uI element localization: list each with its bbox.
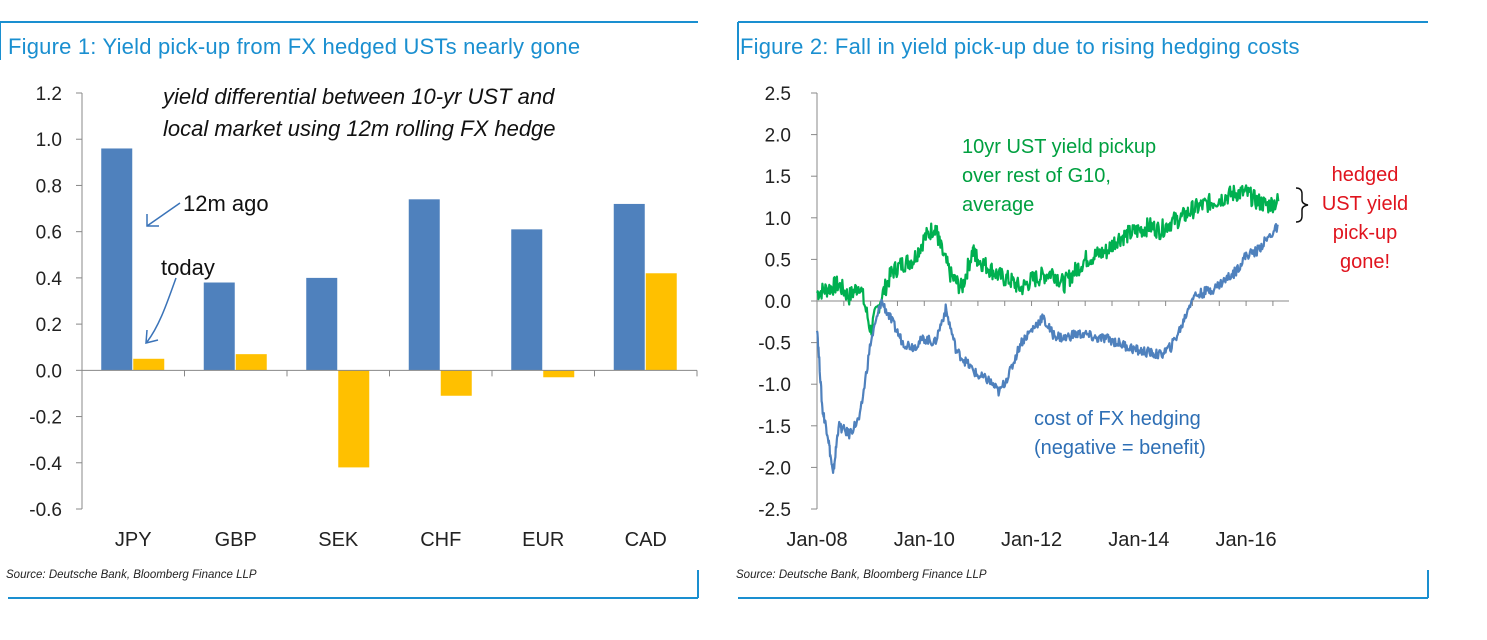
x-tick-label: SEK (318, 529, 359, 551)
annotation-line: yield differential between 10-yr UST and (161, 84, 555, 109)
bar-today-CAD (645, 273, 677, 371)
y-tick-label: 0.2 (36, 315, 62, 336)
bar-today-CHF (440, 370, 472, 396)
series-line-fx-hedging-cost (815, 223, 1279, 474)
y-tick-label: 1.0 (36, 130, 62, 151)
y-tick-label: 0.4 (36, 269, 63, 290)
x-tick-label: Jan-10 (894, 529, 955, 551)
y-tick-label: -2.5 (758, 500, 791, 521)
bar-today-SEK (338, 370, 370, 468)
bar-today-EUR (543, 370, 575, 378)
bar-12m-ago-CAD (613, 203, 645, 371)
figure-1-source: Source: Deutsche Bank, Bloomberg Finance… (6, 569, 257, 581)
y-tick-label: -0.5 (758, 334, 791, 355)
y-tick-label: 1.5 (765, 167, 791, 188)
y-tick-label: -1.0 (758, 375, 791, 396)
annotation-hedged-gone: hedged (1332, 164, 1399, 186)
figure-1-panel: Figure 1: Yield pick-up from FX hedged U… (0, 0, 705, 610)
series-line-ust-yield-pickup (816, 184, 1280, 336)
label-today: today (161, 255, 215, 280)
y-tick-label: 1.2 (36, 84, 62, 105)
y-tick-label: -2.0 (758, 458, 791, 479)
x-tick-label: EUR (522, 529, 564, 551)
x-tick-label: CAD (625, 529, 667, 551)
y-tick-label: 1.0 (765, 209, 791, 230)
series-label-ust-yield-pickup: over rest of G10, (962, 165, 1111, 187)
bar-12m-ago-EUR (511, 229, 543, 371)
y-tick-label: -0.6 (29, 500, 62, 521)
annotation-hedged-gone: pick-up (1333, 222, 1397, 244)
figure-2-line-chart: 2.5 2.0 1.5 1.0 0.5 0.0 -0.5 -1.0 -1.5 -2.0 -2.5 Ja… (758, 84, 1408, 551)
y-tick-label: 2.0 (765, 126, 791, 147)
y-tick-label: 0.6 (36, 223, 62, 244)
bar-today-GBP (235, 354, 267, 371)
x-tick-label: Jan-12 (1001, 529, 1062, 551)
annotation-line: local market using 12m rolling FX hedge (163, 116, 556, 141)
bar-12m-ago-GBP (203, 282, 235, 371)
y-tick-label: 0.8 (36, 176, 62, 197)
y-tick-label: -0.4 (29, 454, 62, 475)
x-tick-label: GBP (215, 529, 257, 551)
x-tick-label: JPY (115, 529, 152, 551)
y-tick-label: -0.2 (29, 408, 62, 429)
bar-today-JPY (133, 358, 165, 371)
x-tick-label: Jan-14 (1108, 529, 1169, 551)
arrowhead-12m-ago (146, 214, 159, 227)
figure-1-bar-chart: 1.2 1.0 0.8 0.6 0.4 0.2 0.0 -0.2 -0.4 -0.6 JPY GBP S… (29, 84, 698, 551)
arrow-12m-ago (146, 202, 181, 227)
bar-12m-ago-JPY (101, 148, 133, 371)
figure-2-panel: Figure 2: Fall in yield pick-up due to r… (730, 0, 1450, 610)
y-tick-label: 0.0 (765, 292, 791, 313)
y-tick-label: 2.5 (765, 84, 791, 105)
figure-1-frame (0, 21, 699, 599)
arrow-today (146, 277, 177, 343)
series-label-ust-yield-pickup: 10yr UST yield pickup (962, 136, 1156, 158)
brace-bracket (1295, 187, 1309, 223)
y-tick-label: 0.5 (765, 250, 791, 271)
figure-2-source: Source: Deutsche Bank, Bloomberg Finance… (736, 569, 987, 581)
series-label-ust-yield-pickup: average (962, 194, 1034, 216)
series-label-fx-hedging-cost: cost of FX hedging (1034, 408, 1201, 430)
annotation-hedged-gone: UST yield (1322, 193, 1408, 215)
bar-12m-ago-CHF (408, 199, 440, 371)
x-tick-label: CHF (420, 529, 461, 551)
y-tick-label: 0.0 (36, 361, 62, 382)
x-tick-label: Jan-08 (786, 529, 847, 551)
annotation-hedged-gone: gone! (1340, 251, 1390, 273)
arrowhead-today (145, 329, 159, 344)
bar-12m-ago-SEK (306, 277, 338, 371)
series-label-fx-hedging-cost: (negative = benefit) (1034, 437, 1206, 459)
x-tick-label: Jan-16 (1216, 529, 1277, 551)
figure-2-title: Figure 2: Fall in yield pick-up due to r… (740, 34, 1300, 59)
y-tick-label: -1.5 (758, 417, 791, 438)
label-12m-ago: 12m ago (183, 191, 269, 216)
figure-2-frame (737, 21, 1429, 599)
figure-1-title: Figure 1: Yield pick-up from FX hedged U… (8, 34, 581, 59)
